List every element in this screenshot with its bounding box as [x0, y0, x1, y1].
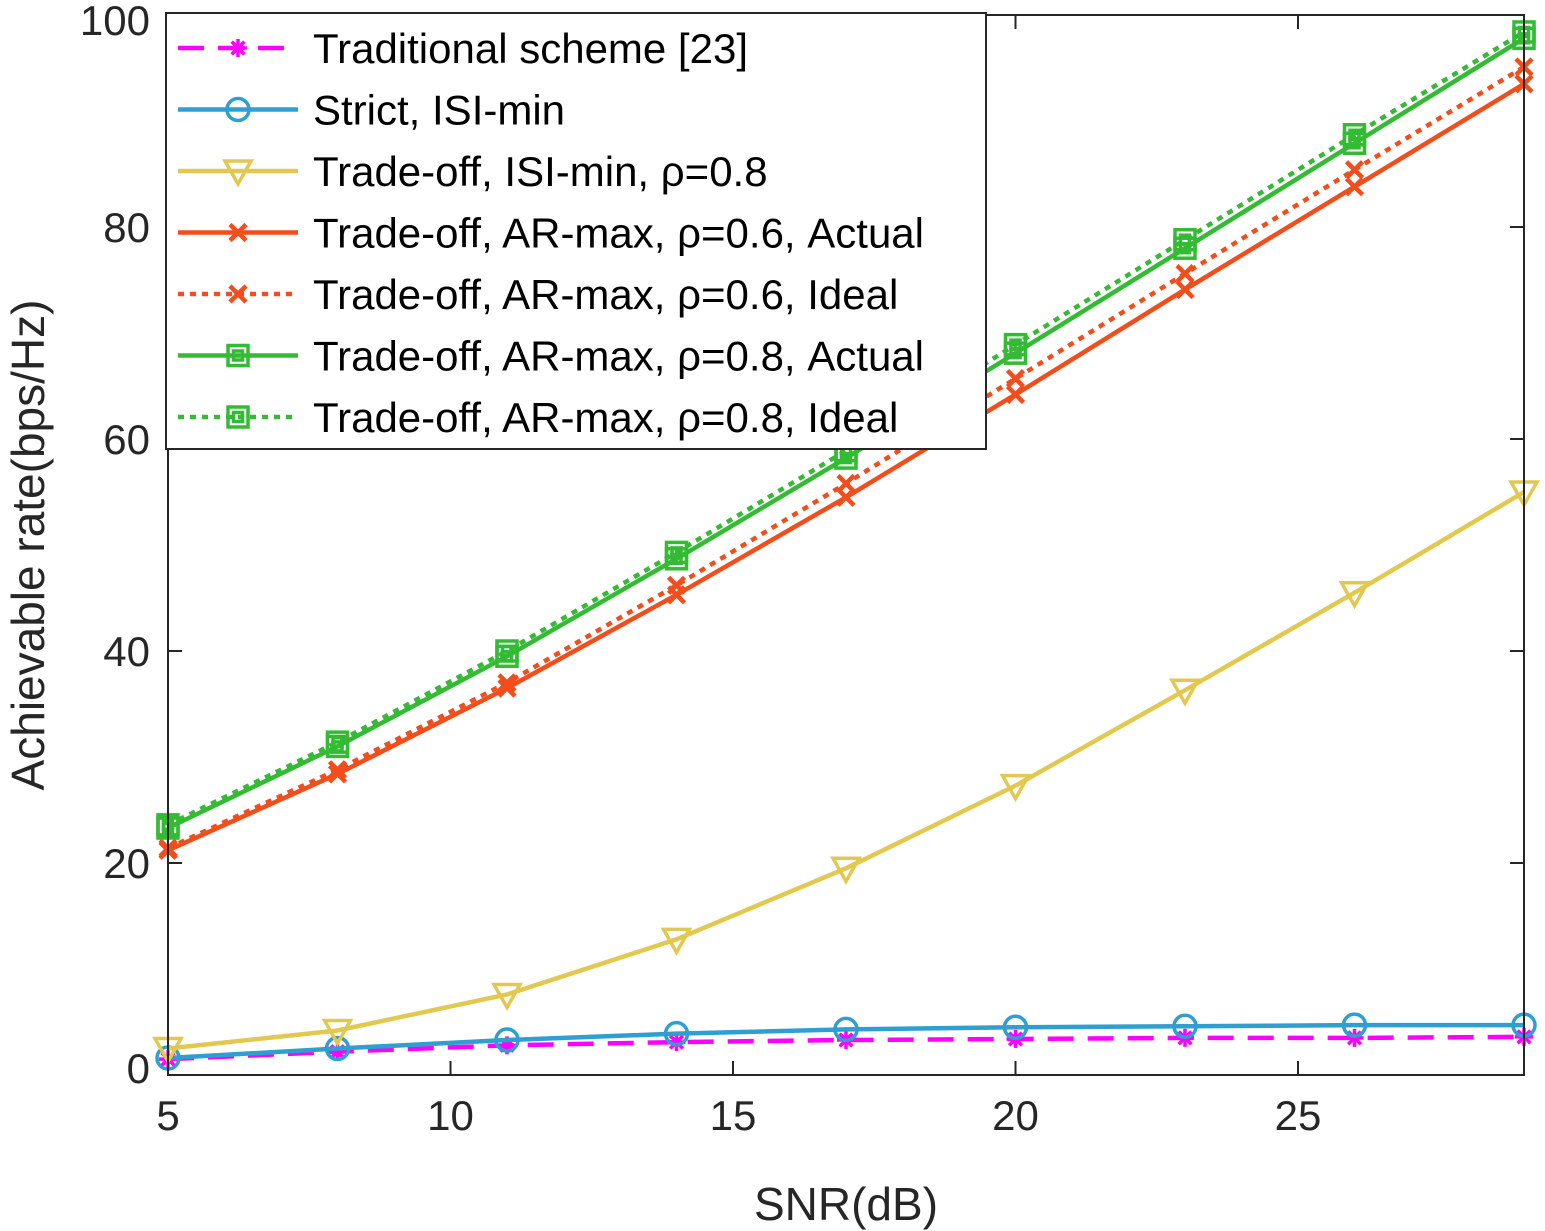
- data-point: [999, 773, 1032, 803]
- legend-label: Traditional scheme [23]: [313, 25, 748, 72]
- y-tick-label: 60: [103, 416, 150, 463]
- x-tick-label: 5: [156, 1092, 179, 1139]
- series-2: [152, 480, 1540, 1066]
- legend-label: Trade-off, ISI-min, ρ=0.8: [313, 148, 768, 195]
- series-line: [167, 490, 1526, 1051]
- data-point: [1175, 264, 1195, 284]
- legend-marker: [229, 39, 247, 57]
- legend-item: Trade-off, AR-max, ρ=0.8, Actual: [178, 333, 924, 380]
- ticks-layer: 5 10 15 20 25 0 20 40 60 80 100: [80, 0, 1524, 1139]
- y-tick-label: 100: [80, 0, 150, 44]
- legend-item: Traditional scheme [23]: [178, 25, 748, 72]
- legend-box: [165, 12, 987, 450]
- data-point: [1003, 332, 1028, 357]
- x-tick-label: 25: [1275, 1092, 1322, 1139]
- series-6: [156, 20, 1536, 837]
- data-point: [1342, 123, 1367, 147]
- data-point: [663, 1020, 690, 1047]
- y-tick-label: 40: [103, 628, 150, 675]
- data-point: [327, 760, 348, 780]
- data-point: [1172, 1013, 1198, 1039]
- data-point: [1175, 279, 1195, 300]
- legend: Traditional scheme [23] Strict, ISI-min Tr…: [165, 12, 987, 450]
- data-point: [1344, 177, 1365, 197]
- data-point: [1338, 580, 1371, 610]
- data-point: [497, 673, 517, 693]
- legend-marker: [226, 343, 250, 368]
- data-point: [497, 678, 517, 698]
- data-point: [321, 1018, 354, 1048]
- legend-marker: [228, 284, 248, 304]
- data-point: [491, 982, 523, 1011]
- legend-label: Trade-off, AR-max, ρ=0.8, Ideal: [313, 394, 898, 441]
- series-4: [158, 57, 1534, 858]
- x-tick-label: 10: [427, 1092, 474, 1139]
- y-axis-label: Achievable rate(bps/Hz): [2, 300, 54, 791]
- data-point: [664, 540, 689, 565]
- data-point: [833, 1016, 859, 1043]
- series-line: [167, 36, 1526, 831]
- legend-label: Strict, ISI-min: [313, 87, 565, 134]
- legend-label: Trade-off, AR-max, ρ=0.6, Actual: [313, 210, 924, 257]
- legend-marker: [226, 405, 250, 429]
- series-1: [155, 1012, 1537, 1071]
- data-point: [836, 473, 856, 494]
- x-axis-label: SNR(dB): [754, 1178, 938, 1230]
- y-tick-label: 0: [127, 1045, 150, 1092]
- data-point: [660, 927, 693, 956]
- y-tick-label: 20: [103, 840, 150, 887]
- series-layer: [152, 20, 1540, 1071]
- data-point: [1341, 1012, 1368, 1038]
- legend-label: Trade-off, AR-max, ρ=0.6, Ideal: [313, 271, 898, 318]
- data-point: [830, 856, 862, 885]
- legend-item: Trade-off, ISI-min, ρ=0.8: [178, 148, 768, 195]
- data-point: [1002, 1014, 1029, 1041]
- legend-label: Trade-off, AR-max, ρ=0.8, Actual: [313, 333, 924, 380]
- legend-item: Trade-off, AR-max, ρ=0.6, Ideal: [178, 271, 898, 318]
- x-tick-label: 15: [710, 1092, 757, 1139]
- legend-marker: [228, 222, 248, 243]
- data-point: [1344, 160, 1365, 180]
- legend-marker: [222, 159, 254, 188]
- data-point: [1005, 368, 1026, 389]
- series-line: [167, 30, 1526, 827]
- x-tick-label: 20: [992, 1092, 1039, 1139]
- data-point: [325, 730, 350, 754]
- data-point: [1173, 227, 1197, 252]
- legend-item: Trade-off, AR-max, ρ=0.6, Actual: [178, 210, 924, 257]
- data-point: [324, 1035, 351, 1062]
- data-point: [1169, 678, 1201, 707]
- legend-item: Strict, ISI-min: [178, 87, 565, 134]
- series-line: [167, 1022, 1524, 1061]
- series-line: [167, 1034, 1525, 1062]
- data-point: [1005, 384, 1026, 405]
- data-point: [494, 1027, 520, 1053]
- legend-item: Trade-off, AR-max, ρ=0.8, Ideal: [178, 394, 898, 441]
- data-point: [666, 575, 687, 595]
- legend-marker: [225, 96, 251, 123]
- y-tick-label: 80: [103, 204, 150, 251]
- data-point: [495, 639, 519, 663]
- data-point: [667, 1033, 686, 1052]
